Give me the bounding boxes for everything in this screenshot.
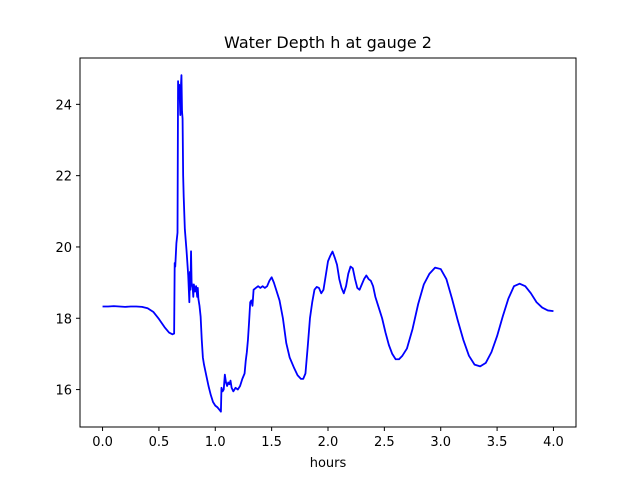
y-tick-label: 18 <box>55 312 72 327</box>
x-axis: 0.0 0.5 1.0 1.5 2.0 2.5 3.0 3.5 4.0 <box>92 427 564 450</box>
x-tick-label: 3.5 <box>487 435 508 450</box>
series-line-water-depth <box>102 74 554 413</box>
x-tick-label: 0.0 <box>92 435 113 450</box>
y-axis: 16 18 20 22 24 <box>55 98 80 399</box>
y-tick-label: 24 <box>55 98 72 113</box>
chart-title: Water Depth h at gauge 2 <box>224 33 432 52</box>
y-tick-label: 22 <box>55 170 72 185</box>
y-tick-label: 16 <box>55 384 72 399</box>
x-tick-label: 1.0 <box>205 435 226 450</box>
x-tick-label: 4.0 <box>543 435 564 450</box>
x-tick-label: 2.5 <box>374 435 395 450</box>
x-tick-label: 0.5 <box>149 435 170 450</box>
x-tick-label: 1.5 <box>261 435 282 450</box>
x-axis-label: hours <box>310 456 347 471</box>
x-tick-label: 2.0 <box>318 435 339 450</box>
x-tick-label: 3.0 <box>430 435 451 450</box>
y-tick-label: 20 <box>55 241 72 256</box>
